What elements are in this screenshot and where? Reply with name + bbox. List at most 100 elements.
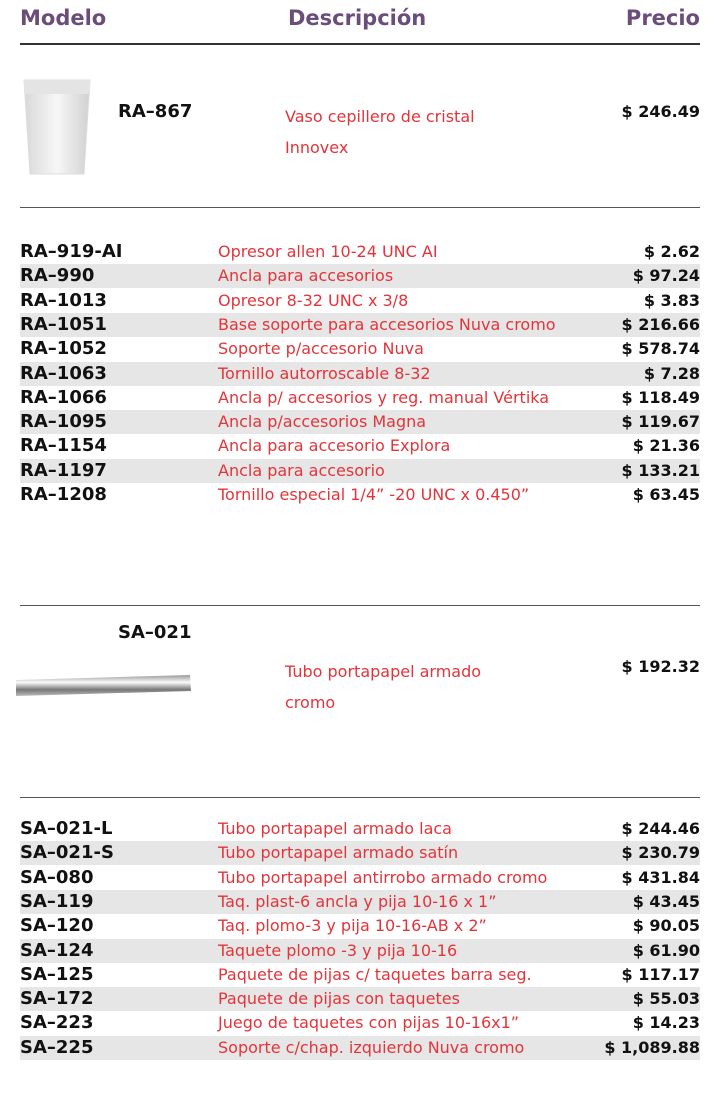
- table-row: SA–125 Paquete de pijas c/ taquetes barra…: [20, 963, 700, 987]
- price: $ 55.03: [632, 989, 700, 1009]
- model: SA–120: [20, 915, 94, 937]
- price: $ 1,089.88: [604, 1037, 700, 1057]
- table-row: RA–1095 Ancla p/accesorios Magna $ 119.67: [20, 410, 700, 435]
- price: $ 117.17: [621, 964, 700, 984]
- table-row: SA–124 Taquete plomo -3 y pija 10-16 $ 61.…: [20, 938, 700, 963]
- description: Taquete plomo -3 y pija 10-16: [218, 940, 458, 960]
- price: $ 43.45: [632, 891, 700, 911]
- rule: [20, 797, 700, 798]
- table-row: SA–080 Tubo portapapel antirrobo armado c…: [20, 866, 700, 890]
- description: Taq. plomo-3 y pija 10-16-AB x 2”: [218, 916, 487, 936]
- price: $ 216.66: [621, 314, 700, 334]
- price: $ 244.46: [621, 819, 700, 838]
- model: SA–225: [20, 1036, 94, 1058]
- rule: [20, 207, 700, 208]
- price: $ 90.05: [632, 916, 700, 936]
- price: $ 192.32: [621, 657, 700, 676]
- product-image: [23, 79, 91, 175]
- price: $ 119.67: [621, 412, 700, 432]
- model: RA–867: [118, 101, 193, 122]
- description: Paquete de pijas con taquetes: [218, 989, 460, 1009]
- model: RA–1197: [20, 459, 107, 481]
- model: SA–021-L: [20, 818, 113, 839]
- table-row: RA–1066 Ancla p/ accesorios y reg. manual…: [20, 386, 700, 410]
- model: SA–124: [20, 939, 94, 961]
- table-row: RA–1154 Ancla para accesorio Explora $ 21.…: [20, 434, 700, 458]
- header-model: Modelo: [20, 6, 107, 30]
- description: Ancla para accesorio: [218, 460, 385, 480]
- model: RA–1066: [20, 386, 107, 408]
- table-row: SA–225 Soporte c/chap. izquierdo Nuva cro…: [20, 1035, 700, 1060]
- table-row: SA–172 Paquete de pijas con taquetes $ 55.…: [20, 987, 700, 1012]
- model: SA–172: [20, 988, 94, 1010]
- model: SA–021-S: [20, 842, 114, 864]
- description: Soporte c/chap. izquierdo Nuva cromo: [218, 1037, 525, 1057]
- description: Vaso cepillero de cristal Innovex: [285, 107, 475, 157]
- table-row: SA–120 Taq. plomo-3 y pija 10-16-AB x 2” $…: [20, 914, 700, 938]
- price: $ 2.62: [643, 242, 700, 261]
- table-row: RA–1051 Base soporte para accesorios Nuva…: [20, 312, 700, 337]
- model: RA–1154: [20, 435, 107, 457]
- price: $ 230.79: [621, 843, 700, 863]
- description: Tubo portapapel armado satín: [218, 843, 459, 863]
- description: Tubo portapapel armado cromo: [285, 662, 482, 712]
- model: SA–080: [20, 866, 94, 888]
- description: Ancla para accesorio Explora: [218, 436, 451, 456]
- description: Tornillo especial 1/4” -20 UNC x 0.450”: [218, 485, 530, 504]
- model: RA–1208: [20, 484, 107, 505]
- table-row: SA–223 Juego de taquetes con pijas 10-16x…: [20, 1011, 700, 1035]
- table-row: RA–1052 Soporte p/accesorio Nuva $ 578.74: [20, 337, 700, 361]
- table-row: RA–1208 Tornillo especial 1/4” -20 UNC x …: [20, 483, 700, 507]
- table-row: SA–021-S Tubo portapapel armado satín $ 23…: [20, 841, 700, 866]
- price: $ 3.83: [643, 290, 700, 310]
- description: Ancla p/accesorios Magna: [218, 412, 427, 432]
- model: RA–919-AI: [20, 241, 123, 262]
- description: Tubo portapapel antirrobo armado cromo: [218, 867, 548, 887]
- description: Tubo portapapel armado laca: [218, 819, 452, 838]
- description: Tornillo autorroscable 8-32: [218, 363, 431, 383]
- price: $ 21.36: [632, 436, 700, 456]
- description: Soporte p/accesorio Nuva: [218, 339, 424, 359]
- table-row: RA–919-AI Opresor allen 10-24 UNC AI $ 2.6…: [20, 240, 700, 264]
- model: RA–1013: [20, 289, 107, 311]
- model: RA–1052: [20, 338, 107, 360]
- table-row: RA–1197 Ancla para accesorio $ 133.21: [20, 458, 700, 483]
- price: $ 246.49: [621, 102, 700, 121]
- price: $ 63.45: [632, 485, 700, 504]
- rule: [20, 43, 700, 45]
- price: $ 97.24: [632, 266, 700, 286]
- description: Opresor 8-32 UNC x 3/8: [218, 290, 409, 310]
- price: $ 61.90: [632, 940, 700, 960]
- model: RA–1051: [20, 313, 107, 335]
- price: $ 431.84: [621, 867, 700, 887]
- model: RA–1063: [20, 362, 107, 384]
- description: Juego de taquetes con pijas 10-16x1”: [218, 1013, 520, 1033]
- product-image: [16, 675, 191, 696]
- price: $ 7.28: [643, 363, 700, 383]
- table-row: RA–1063 Tornillo autorroscable 8-32 $ 7.28: [20, 361, 700, 386]
- description: Ancla para accesorios: [218, 266, 394, 286]
- price: $ 578.74: [621, 339, 700, 359]
- header-price: Precio: [625, 6, 700, 30]
- table-row: SA–119 Taq. plast-6 ancla y pija 10-16 x …: [20, 889, 700, 914]
- description: Taq. plast-6 ancla y pija 10-16 x 1”: [218, 891, 497, 911]
- description: Paquete de pijas c/ taquetes barra seg.: [218, 964, 532, 984]
- model: SA–119: [20, 890, 94, 912]
- model: SA–021: [118, 622, 192, 643]
- table-row: RA–1013 Opresor 8-32 UNC x 3/8 $ 3.83: [20, 289, 700, 313]
- price: $ 14.23: [632, 1013, 700, 1033]
- description: Opresor allen 10-24 UNC AI: [218, 242, 438, 261]
- model: SA–125: [20, 963, 94, 985]
- price: $ 118.49: [621, 387, 700, 407]
- rule: [20, 605, 700, 606]
- price: $ 133.21: [621, 460, 700, 480]
- table-row: RA–990 Ancla para accesorios $ 97.24: [20, 264, 700, 289]
- description: Base soporte para accesorios Nuva cromo: [218, 314, 556, 334]
- header-description: Descripción: [288, 6, 427, 30]
- model: RA–990: [20, 265, 95, 287]
- model: SA–223: [20, 1012, 94, 1034]
- model: RA–1095: [20, 411, 107, 433]
- description: Ancla p/ accesorios y reg. manual Vértik…: [218, 387, 550, 407]
- table-row: SA–021-L Tubo portapapel armado laca $ 244…: [20, 817, 700, 841]
